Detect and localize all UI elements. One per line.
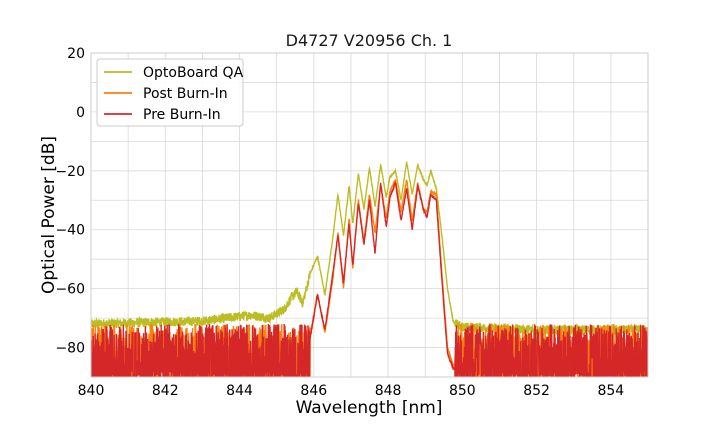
y-tick-label: −40 (55, 223, 85, 239)
series-layer (91, 161, 648, 377)
y-tick-label: −60 (55, 282, 85, 298)
y-axis-title: Optical Power [dB] (39, 136, 59, 294)
x-tick-label: 854 (597, 383, 624, 399)
legend-label: Post Burn-In (143, 86, 228, 102)
plot-frame (90, 52, 649, 378)
tick-labels: 840 842 844 846 848 850 852 854 20 0 −20 −40 −60 −80 (55, 46, 624, 399)
y-tick-label: 0 (76, 105, 85, 121)
x-tick-label: 848 (375, 383, 402, 399)
y-tick-label: 20 (67, 46, 85, 62)
y-tick-label: −20 (55, 164, 85, 180)
series-line-0 (91, 161, 648, 338)
legend-box (96, 58, 244, 127)
x-axis-title: Wavelength [nm] (296, 398, 443, 418)
x-tick-label: 840 (78, 383, 105, 399)
chart-title: D4727 V20956 Ch. 1 (286, 31, 453, 50)
legend-label: OptoBoard QA (143, 65, 244, 81)
x-tick-label: 846 (300, 383, 327, 399)
x-tick-label: 842 (152, 383, 179, 399)
x-tick-label: 852 (523, 383, 550, 399)
legend: OptoBoard QA Post Burn-In Pre Burn-In (96, 58, 244, 127)
legend-label: Pre Burn-In (143, 107, 221, 123)
x-tick-label: 844 (226, 383, 253, 399)
series-line-2 (91, 181, 648, 377)
y-tick-label: −80 (55, 341, 85, 357)
x-tick-label: 850 (449, 383, 476, 399)
